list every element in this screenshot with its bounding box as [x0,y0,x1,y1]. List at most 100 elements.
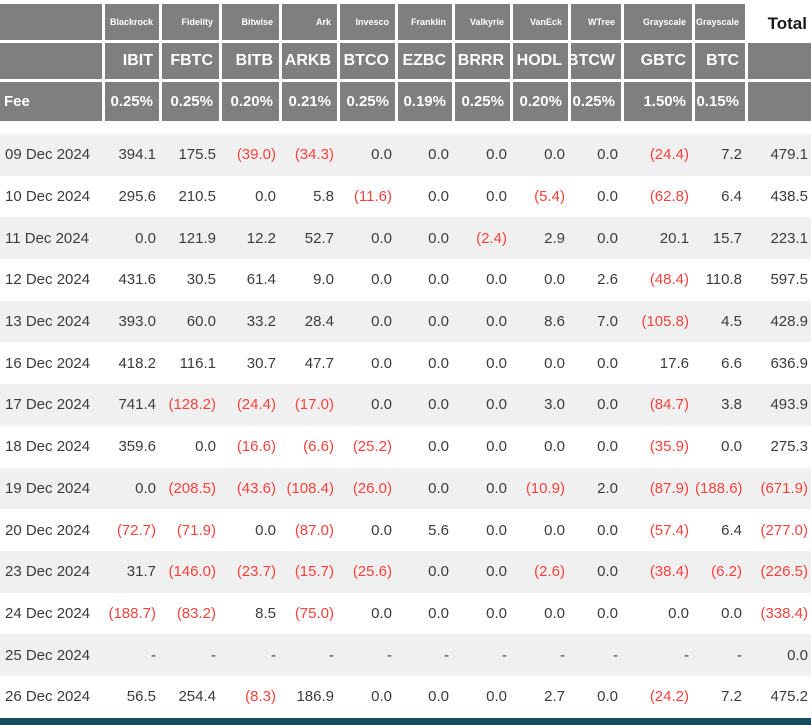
value-cell: (71.9) [176,521,216,539]
value-cell: 0.0 [371,313,392,331]
value-cell: 0.0 [721,604,742,622]
value-cell: (39.0) [236,146,276,164]
value-cell: 295.6 [118,188,156,206]
value-cell: - [684,646,689,664]
value-cell: 28.4 [304,313,334,331]
value-cell: - [329,646,334,664]
value-cell: (25.6) [352,563,392,581]
table-row: 12 Dec 2024 431.6 30.5 61.4 9.0 0.0 0.0 0.0 0.0 2… [0,259,811,301]
value-cell: 0.0 [371,521,392,539]
header-filler-cell [748,43,811,82]
value-cell: (146.0) [168,563,216,581]
value-cell: 6.6 [721,354,742,372]
value-cell: 61.4 [246,271,276,289]
value-cell: (72.7) [116,521,156,539]
value-cell: (2.4) [476,229,507,247]
issuer-label: Bitwise [222,4,282,43]
header-filler-cell [748,82,811,124]
value-cell: (34.3) [294,146,334,164]
ticker-label: ARKB [282,43,340,82]
value-cell: 0.0 [371,146,392,164]
value-cell: 0.0 [486,521,507,539]
value-cell: 17.6 [659,354,689,372]
value-cell: (35.9) [649,438,689,456]
ticker-label: BITB [222,43,282,82]
fee-value: 0.25% [162,82,222,124]
value-cell: 0.0 [597,604,618,622]
value-cell: 0.0 [486,563,507,581]
value-cell: - [387,646,392,664]
value-cell: 0.0 [544,521,565,539]
value-cell: (83.2) [176,604,216,622]
fee-value: 0.19% [398,82,455,124]
issuer-label: WTree [571,4,624,43]
ticker-label: EZBC [398,43,455,82]
total-cell: (338.4) [760,604,808,622]
value-cell: 7.2 [721,688,742,706]
total-cell: 636.9 [770,354,808,372]
table-row: 10 Dec 2024 295.6 210.5 0.0 5.8 (11.6) 0.0 0.0 (… [0,176,811,218]
footer-bar [0,717,811,725]
date-cell: 23 Dec 2024 [5,563,91,581]
value-cell: 0.0 [428,563,449,581]
value-cell: (62.8) [649,188,689,206]
value-cell: 8.5 [255,604,276,622]
ticker-label: BRRR [455,43,513,82]
value-cell: 0.0 [486,396,507,414]
value-cell: 2.6 [597,271,618,289]
value-cell: 6.4 [721,521,742,539]
value-cell: 0.0 [668,604,689,622]
value-cell: (23.7) [236,563,276,581]
value-cell: 3.0 [544,396,565,414]
value-cell: (25.2) [352,438,392,456]
date-cell: 13 Dec 2024 [5,313,91,331]
value-cell: 9.0 [313,271,334,289]
corner-cell [0,43,105,82]
value-cell: 0.0 [428,438,449,456]
value-cell: 0.0 [428,354,449,372]
value-cell: (208.5) [168,479,216,497]
issuer-label: Ark [282,4,340,43]
value-cell: (108.4) [286,479,334,497]
table-row: 19 Dec 2024 0.0 (208.5) (43.6) (108.4) (26.0)… [0,467,811,510]
value-cell: 0.0 [428,479,449,497]
value-cell: 30.7 [246,354,276,372]
value-cell: 0.0 [428,313,449,331]
value-cell: 3.8 [721,396,742,414]
value-cell: 31.7 [126,563,156,581]
value-cell: 0.0 [486,604,507,622]
issuer-label: Fidelity [162,4,222,43]
value-cell: 0.0 [371,688,392,706]
total-cell: 597.5 [770,271,808,289]
value-cell: 7.2 [721,146,742,164]
header-row-tickers: IBIT FBTC BITB ARKB BTCO EZBC BRRR HODL BTCW GBTC… [0,43,811,82]
issuer-label: Valkyrie [455,4,513,43]
corner-cell [0,4,105,43]
value-cell: (105.8) [641,313,689,331]
value-cell: 0.0 [371,396,392,414]
value-cell: 254.4 [178,688,216,706]
value-cell: 60.0 [186,313,216,331]
total-cell: 475.2 [770,688,808,706]
total-cell: 275.3 [770,438,808,456]
issuer-label: Grayscale [695,4,748,43]
date-cell: 17 Dec 2024 [5,396,91,414]
issuer-label: Blackrock [105,4,162,43]
date-cell: 19 Dec 2024 [5,479,91,497]
value-cell: 0.0 [544,438,565,456]
value-cell: 0.0 [544,354,565,372]
value-cell: 4.5 [721,313,742,331]
value-cell: (24.4) [649,146,689,164]
table-row: 17 Dec 2024 741.4 (128.2) (24.4) (17.0) 0.0 0.… [0,384,811,426]
value-cell: (48.4) [649,271,689,289]
value-cell: 0.0 [544,146,565,164]
value-cell: 20.1 [659,229,689,247]
value-cell: 0.0 [428,688,449,706]
fee-value: 0.25% [340,82,398,124]
value-cell: 0.0 [486,146,507,164]
ticker-label: IBIT [105,43,162,82]
table-row: 11 Dec 2024 0.0 121.9 12.2 52.7 0.0 0.0 (2.4) 2.… [0,217,811,260]
value-cell: - [151,646,156,664]
value-cell: 359.6 [118,438,156,456]
